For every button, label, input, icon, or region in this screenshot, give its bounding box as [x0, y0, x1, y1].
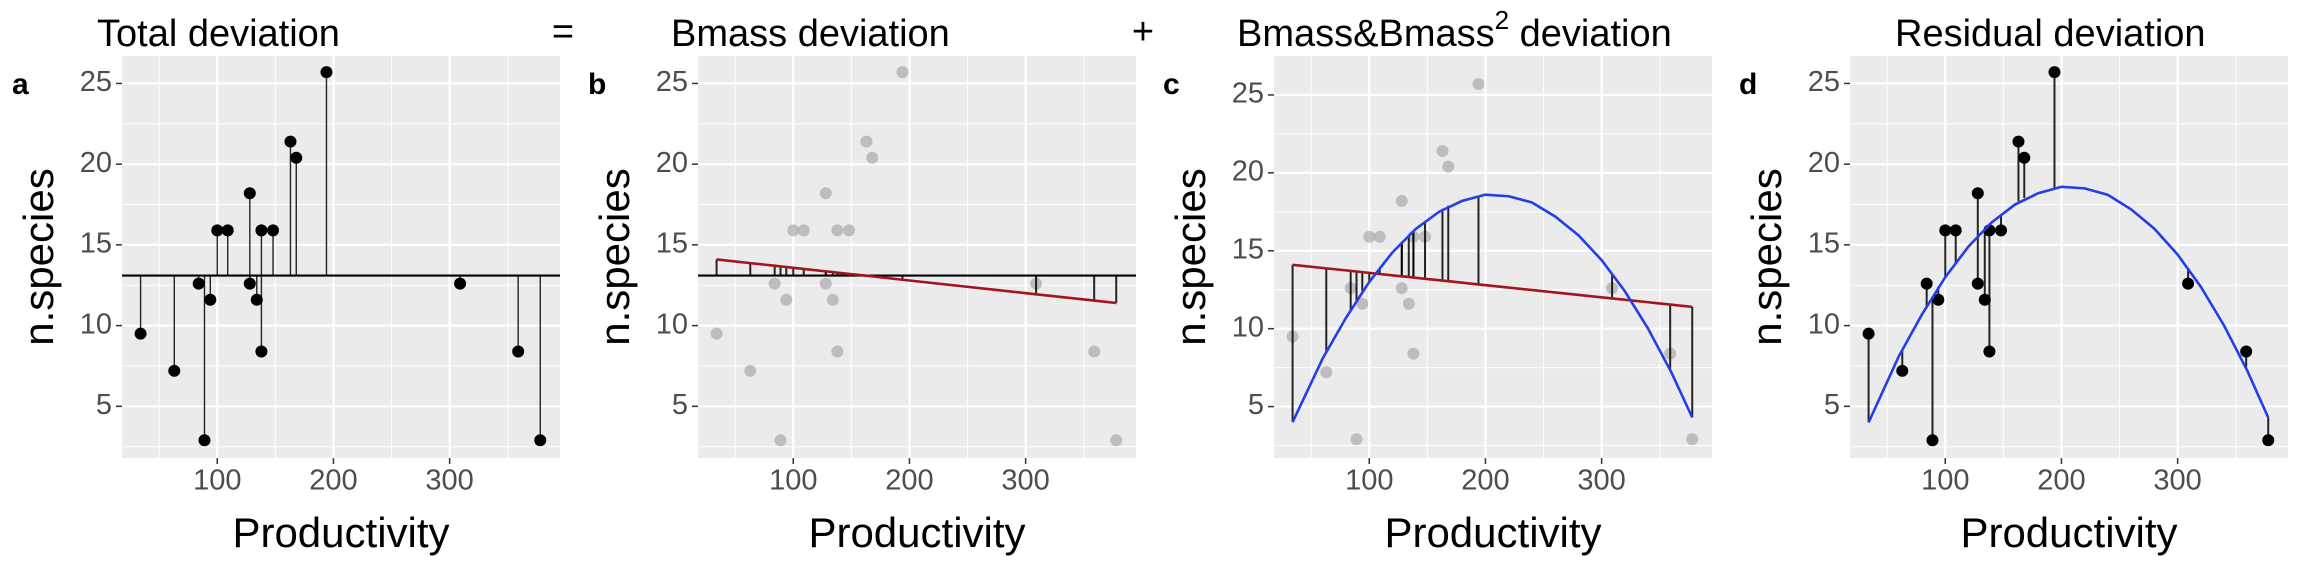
y-tick-label: 15 [1808, 228, 1840, 260]
x-tick-label: 100 [1921, 465, 1969, 497]
panel-title: Bmass&Bmass2 deviation [1237, 5, 1672, 55]
data-point [1110, 434, 1123, 447]
data-point [1088, 345, 1101, 358]
data-point [1350, 433, 1363, 446]
plot-background [122, 56, 560, 458]
panel-title-text: Bmass&Bmass [1237, 13, 1495, 55]
operator: = [552, 11, 574, 53]
data-point [1373, 230, 1386, 243]
y-axis-label: n.species [15, 168, 62, 345]
panel-letter: a [12, 68, 29, 101]
x-tick-label: 200 [309, 465, 357, 497]
linear-fit-line [716, 258, 1117, 305]
x-tick-label: 300 [1001, 465, 1049, 497]
data-point [896, 66, 909, 79]
operator: + [1132, 11, 1154, 53]
data-point [774, 434, 787, 447]
panel-letter: d [1739, 68, 1757, 101]
y-tick-label: 20 [80, 147, 112, 179]
data-point [1436, 145, 1449, 158]
panel-letter: c [1163, 68, 1180, 101]
linear-fit-line [1292, 263, 1693, 309]
x-axis-label: Productivity [808, 509, 1025, 556]
data-point [1442, 160, 1455, 173]
x-tick-label: 100 [769, 465, 817, 497]
quadratic-fit-curve [1867, 185, 2270, 424]
y-tick-label: 25 [1808, 66, 1840, 98]
y-tick-label: 5 [1248, 389, 1264, 421]
data-point [819, 277, 832, 290]
data-point [826, 293, 839, 306]
y-tick-label: 15 [656, 228, 688, 260]
data-point [744, 364, 757, 377]
x-axis-label: Productivity [1384, 509, 1601, 556]
panel-title-text: Residual deviation [1895, 13, 2206, 55]
y-tick-label: 5 [1824, 389, 1840, 421]
panel-title: Total deviation [97, 13, 340, 55]
panel-title-text: Total deviation [97, 13, 340, 55]
data-point [1407, 347, 1420, 360]
data-point [1356, 297, 1369, 310]
y-tick-label: 10 [1232, 311, 1264, 343]
data-point [860, 135, 873, 148]
data-point [1395, 194, 1408, 207]
plot-background [1274, 56, 1712, 458]
y-tick-label: 10 [1808, 308, 1840, 340]
data-point [843, 224, 856, 237]
data-point [780, 293, 793, 306]
y-axis-label: n.species [1167, 168, 1214, 345]
y-tick-label: 25 [1232, 78, 1264, 110]
x-axis-label: Productivity [1960, 509, 2177, 556]
x-tick-label: 300 [425, 465, 473, 497]
x-tick-label: 100 [1345, 465, 1393, 497]
plot-background [1850, 56, 2288, 458]
data-point [866, 151, 879, 164]
data-point [1395, 282, 1408, 295]
data-point [1402, 297, 1415, 310]
x-tick-label: 200 [885, 465, 933, 497]
x-tick-label: 100 [193, 465, 241, 497]
data-point [710, 327, 723, 340]
y-tick-label: 20 [1808, 147, 1840, 179]
y-tick-label: 25 [80, 66, 112, 98]
panel-title: Bmass deviation [671, 13, 950, 55]
data-point [831, 345, 844, 358]
data-point [831, 224, 844, 237]
y-tick-label: 15 [1232, 233, 1264, 265]
y-tick-label: 20 [656, 147, 688, 179]
y-tick-label: 15 [80, 228, 112, 260]
data-point [1320, 366, 1333, 379]
plot-background [698, 56, 1136, 458]
y-tick-label: 5 [672, 389, 688, 421]
y-axis-label: n.species [591, 168, 638, 345]
y-tick-label: 25 [656, 66, 688, 98]
panel-title: Residual deviation [1895, 13, 2206, 55]
panel-title-superscript: 2 [1495, 5, 1509, 35]
y-tick-label: 10 [656, 308, 688, 340]
y-tick-label: 10 [80, 308, 112, 340]
x-tick-label: 300 [2153, 465, 2201, 497]
panel-title-text: Bmass deviation [671, 13, 950, 55]
y-tick-label: 5 [96, 389, 112, 421]
x-tick-label: 300 [1577, 465, 1625, 497]
data-point [1363, 230, 1376, 243]
y-axis-label: n.species [1743, 168, 1790, 345]
x-tick-label: 200 [1461, 465, 1509, 497]
data-point [768, 277, 781, 290]
data-point [1686, 433, 1699, 446]
y-tick-label: 20 [1232, 156, 1264, 188]
x-axis-label: Productivity [232, 509, 449, 556]
x-tick-label: 200 [2037, 465, 2085, 497]
data-point [787, 224, 800, 237]
data-point [797, 224, 810, 237]
data-point [1472, 78, 1485, 91]
quadratic-fit-curve [1291, 193, 1694, 423]
panel-title-text: deviation [1509, 13, 1672, 55]
data-point [819, 187, 832, 200]
panel-letter: b [588, 68, 606, 101]
